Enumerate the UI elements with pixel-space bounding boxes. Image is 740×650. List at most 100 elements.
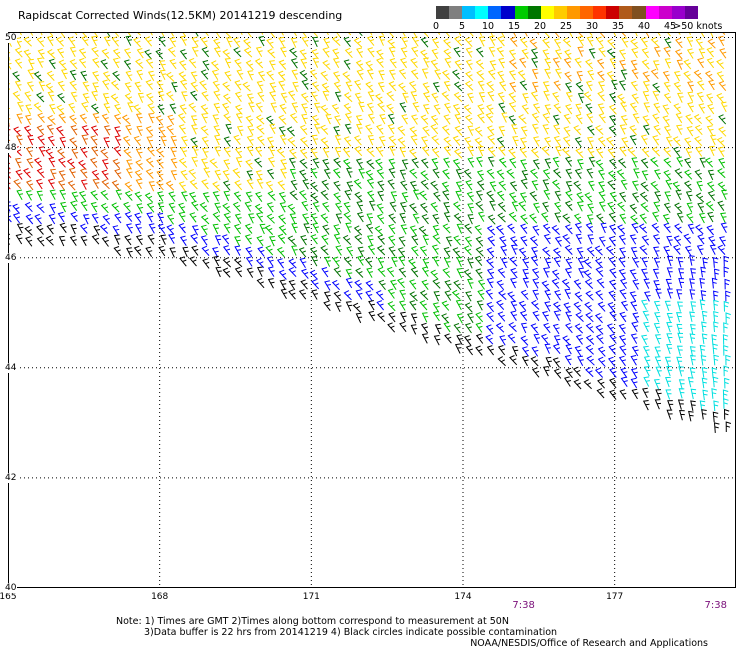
- wind-barb: [115, 189, 123, 200]
- wind-barb: [467, 157, 475, 168]
- wind-barb: [343, 59, 351, 70]
- wind-barb: [565, 367, 573, 379]
- wind-barb: [631, 388, 639, 400]
- wind-barb: [169, 58, 177, 70]
- wind-barb: [133, 135, 141, 147]
- wind-barb: [398, 267, 407, 278]
- wind-barb: [586, 168, 594, 179]
- wind-barb: [530, 299, 540, 310]
- wind-barb: [707, 169, 715, 181]
- wind-barb: [170, 146, 177, 158]
- wind-barb: [112, 57, 120, 69]
- wind-barb: [354, 191, 363, 202]
- wind-barb: [584, 278, 594, 289]
- wind-barb: [399, 201, 407, 213]
- wind-barb: [608, 344, 616, 355]
- wind-barb: [418, 225, 427, 236]
- wind-barb: [90, 146, 99, 157]
- wind-barb: [27, 68, 35, 80]
- wind-barb: [234, 236, 241, 247]
- wind-barb: [365, 169, 374, 180]
- wind-barb: [287, 90, 296, 101]
- wind-barb: [102, 214, 111, 225]
- wind-barb-map[interactable]: [8, 32, 736, 588]
- wind-barb: [605, 245, 615, 256]
- wind-barb: [631, 192, 639, 203]
- wind-barb: [689, 255, 695, 266]
- legend-label: 40: [637, 21, 651, 32]
- wind-barb: [408, 148, 417, 159]
- wind-barb: [585, 103, 593, 114]
- wind-barb: [486, 80, 495, 91]
- wind-barb: [169, 36, 177, 48]
- wind-barb: [378, 35, 385, 46]
- wind-barb: [685, 147, 692, 159]
- wind-barb: [165, 180, 175, 191]
- wind-barb: [333, 157, 342, 168]
- wind-barb: [323, 37, 331, 49]
- wind-barb: [597, 103, 605, 114]
- wind-barb: [675, 189, 682, 201]
- wind-barb: [213, 46, 221, 58]
- wind-barb: [631, 157, 638, 168]
- wind-barb: [690, 400, 696, 411]
- wind-barb: [618, 334, 627, 346]
- wind-barb: [609, 268, 617, 279]
- wind-barb: [419, 300, 428, 311]
- wind-barb-plot[interactable]: [8, 32, 736, 588]
- wind-barb: [113, 234, 121, 245]
- wind-barb: [452, 135, 461, 146]
- wind-barb: [607, 302, 615, 313]
- wind-barb: [552, 301, 562, 312]
- wind-barb: [137, 92, 145, 103]
- wind-barb: [529, 168, 539, 179]
- wind-barb: [617, 224, 626, 235]
- wind-barb: [156, 158, 164, 169]
- wind-barb: [279, 134, 287, 145]
- wind-barb: [598, 81, 605, 92]
- pass-time-label: 7:38: [512, 600, 535, 611]
- wind-barb: [90, 135, 98, 146]
- wind-barb: [443, 202, 450, 213]
- wind-barb: [312, 201, 320, 213]
- wind-barb: [147, 103, 155, 114]
- wind-barb: [673, 71, 681, 82]
- wind-barb: [212, 80, 220, 91]
- wind-barb: [596, 278, 605, 289]
- wind-barb: [443, 48, 452, 59]
- wind-barb: [467, 278, 474, 289]
- wind-barb: [554, 190, 562, 201]
- wind-barb: [178, 60, 187, 71]
- wind-barb: [100, 59, 108, 70]
- wind-barb: [583, 258, 592, 269]
- wind-barb: [256, 135, 265, 146]
- wind-barb: [279, 103, 287, 114]
- wind-barb: [135, 58, 144, 69]
- wind-barb: [677, 257, 684, 268]
- wind-barb: [713, 268, 720, 280]
- wind-barb: [500, 257, 508, 269]
- wind-barb: [401, 159, 409, 170]
- legend-swatch: [540, 6, 554, 19]
- wind-barb: [665, 389, 672, 400]
- wind-barb: [202, 60, 210, 71]
- wind-barb: [136, 69, 144, 81]
- wind-barb: [299, 148, 308, 159]
- wind-barb: [465, 345, 473, 356]
- wind-barb: [497, 145, 506, 156]
- wind-barb: [388, 145, 396, 156]
- wind-barb: [419, 202, 428, 213]
- wind-barb: [453, 47, 461, 58]
- wind-barb: [365, 223, 374, 234]
- wind-barb: [298, 189, 307, 201]
- wind-barb: [313, 123, 321, 134]
- wind-barb: [157, 213, 164, 224]
- wind-barb: [212, 181, 221, 192]
- wind-barb: [378, 70, 385, 81]
- wind-barb: [474, 126, 483, 137]
- wind-barb: [399, 300, 406, 311]
- wind-barb: [702, 389, 708, 401]
- wind-barb: [518, 247, 527, 258]
- wind-barb: [222, 49, 231, 60]
- wind-barb: [401, 36, 408, 48]
